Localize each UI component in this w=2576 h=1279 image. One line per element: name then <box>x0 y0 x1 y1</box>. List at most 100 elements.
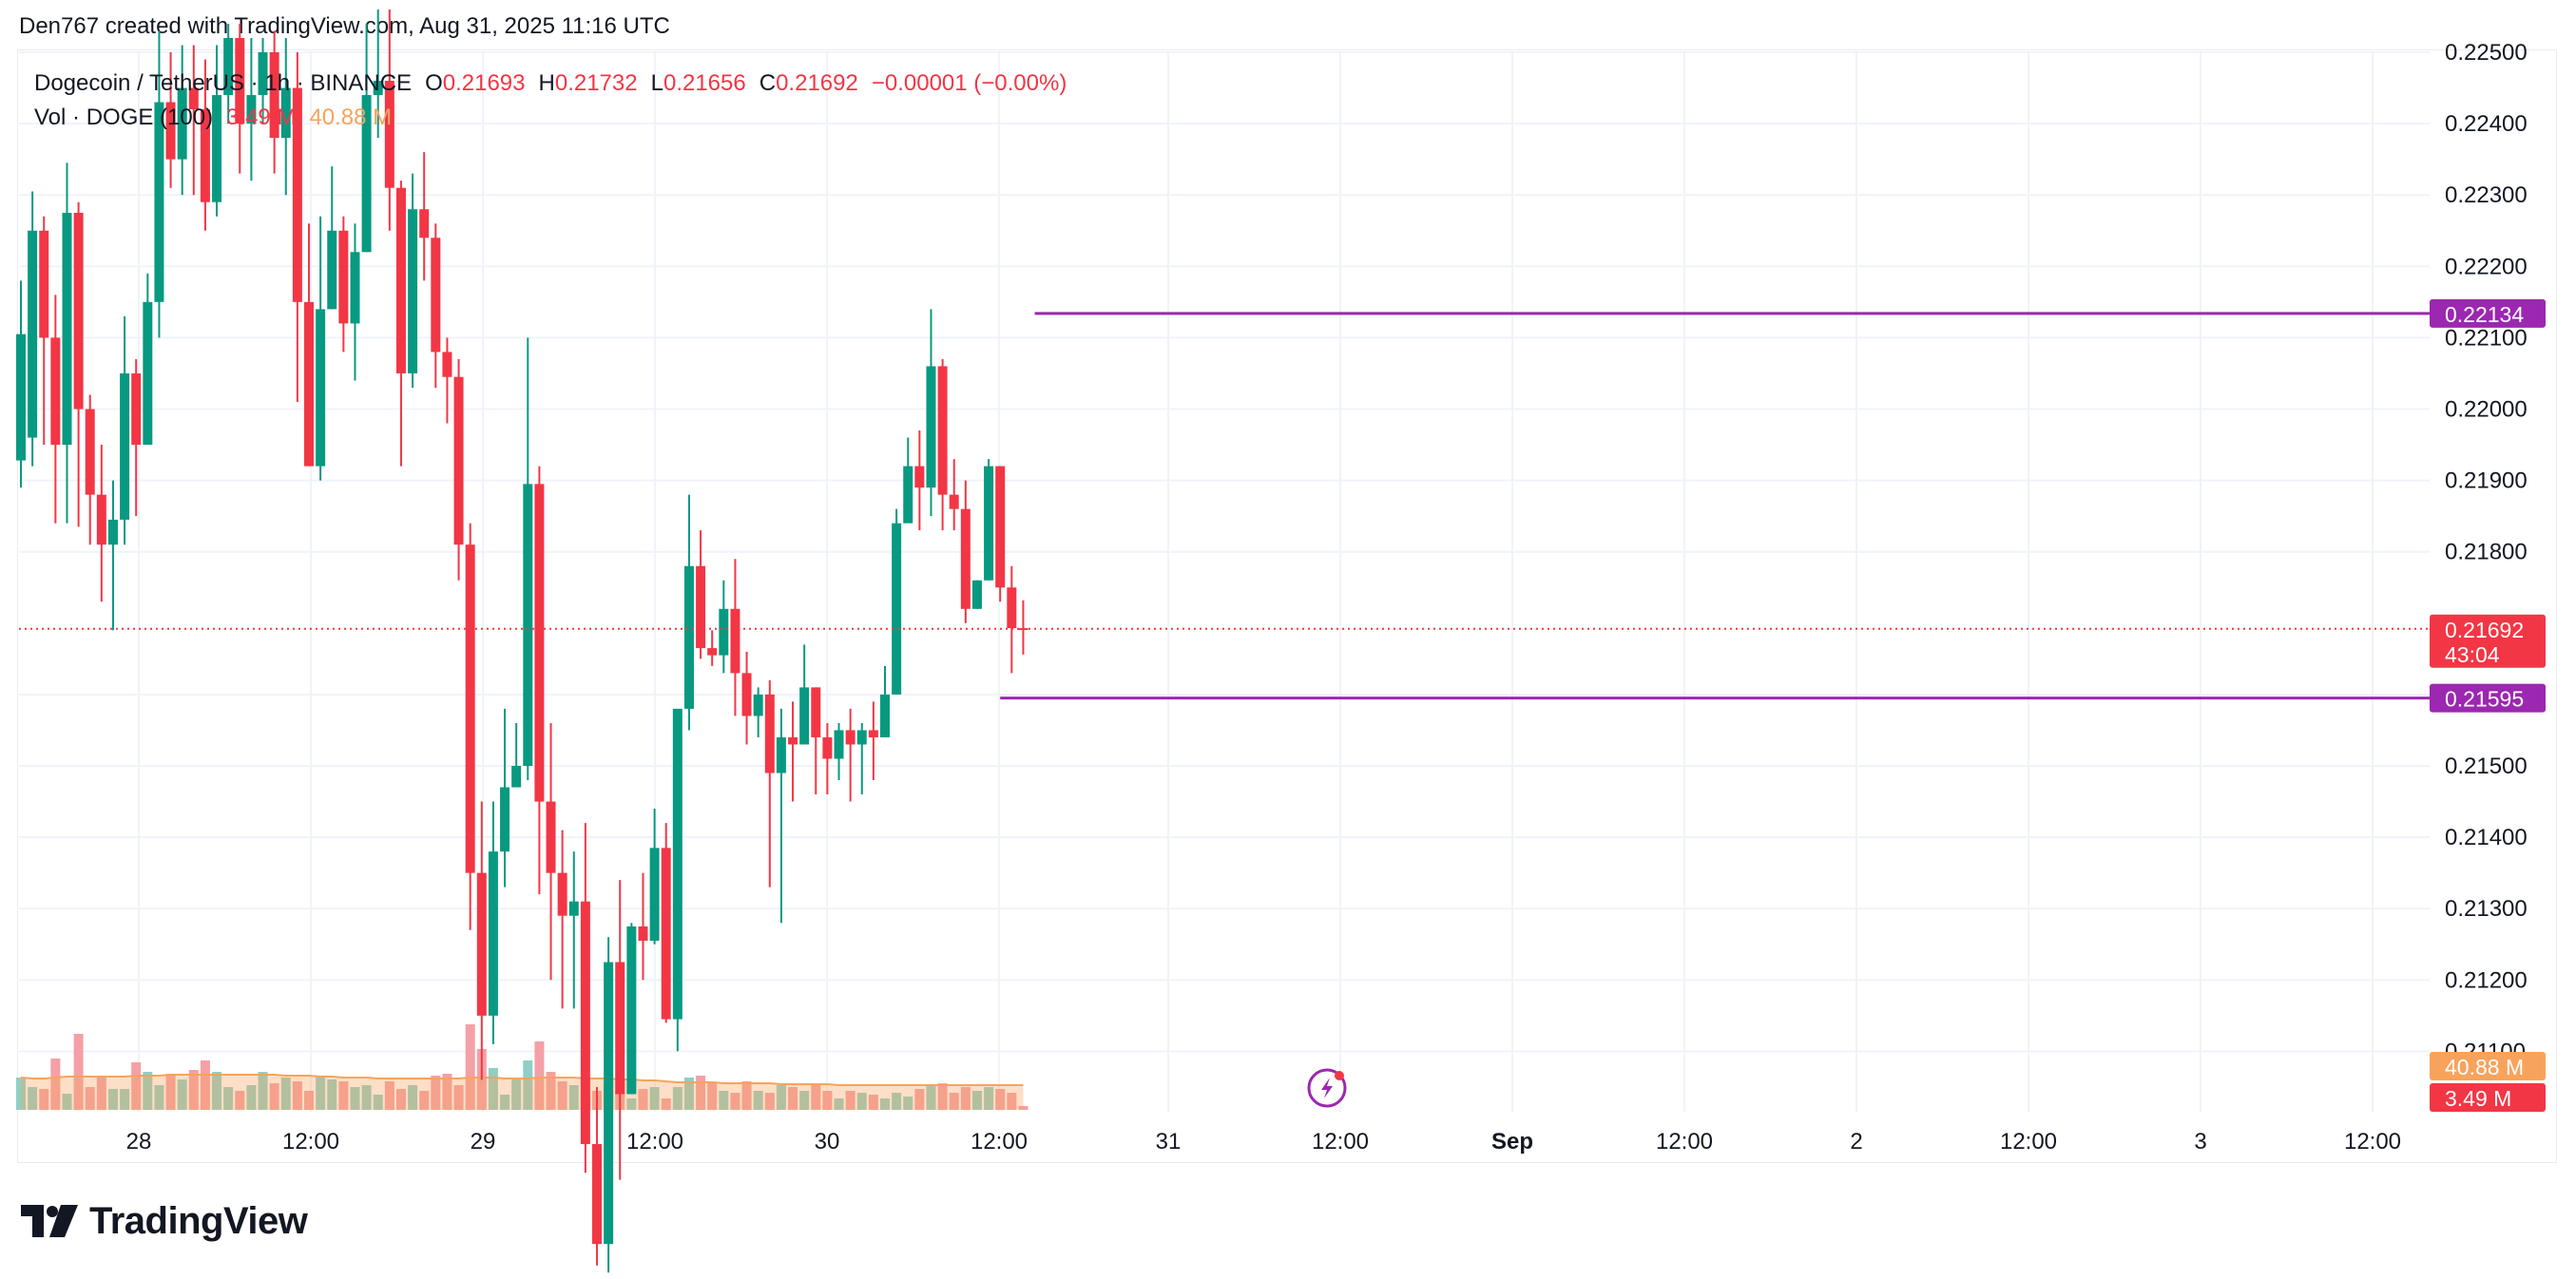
tradingview-logo[interactable]: TradingView <box>21 1199 308 1243</box>
candle-body <box>62 212 72 446</box>
volume-bar <box>131 1062 142 1110</box>
candle-body <box>880 694 890 737</box>
time-tick-label: 12:00 <box>2000 1129 2057 1155</box>
candles <box>16 9 1028 1273</box>
candle-body <box>903 466 913 524</box>
candle-body <box>960 508 971 609</box>
candle-body <box>292 87 302 302</box>
time-tick-label: 12:00 <box>2344 1129 2401 1155</box>
volume-bar <box>39 1089 49 1110</box>
candle-body <box>200 109 210 202</box>
candle-body <box>511 766 522 788</box>
candle-body <box>350 252 360 324</box>
level-price-tag-text: 0.21595 <box>2445 687 2524 712</box>
volume-bar <box>511 1078 522 1110</box>
volume-bar <box>107 1089 118 1110</box>
candle-body <box>719 608 729 656</box>
time-tick-label: 12:00 <box>282 1129 339 1155</box>
volume-bar <box>442 1074 452 1110</box>
candle-body <box>937 366 948 495</box>
candle-body <box>73 212 84 410</box>
volume-bar <box>373 1095 383 1110</box>
price-tick-label: 0.22100 <box>2445 325 2528 351</box>
volume-bar <box>799 1091 810 1110</box>
volume-bar <box>880 1098 890 1110</box>
volume-ma-line <box>20 1074 1024 1086</box>
volume-bar <box>892 1093 902 1110</box>
candle-body <box>476 872 487 1016</box>
volume-bar <box>984 1087 994 1110</box>
volume-ma-tag-bg <box>2430 1052 2546 1080</box>
volume-bar <box>926 1085 936 1110</box>
volume-bar <box>304 1091 314 1110</box>
chart-legend: Dogecoin / TetherUS · 1h · BINANCE O0.216… <box>34 67 1067 135</box>
volume-bar <box>408 1085 418 1110</box>
tradingview-logo-icon <box>21 1205 78 1237</box>
candle-body <box>868 730 878 737</box>
volume-ma-value: 40.88 M <box>309 105 393 130</box>
volume-bar <box>971 1091 982 1110</box>
candle-body <box>96 494 106 545</box>
high-value: 0.21732 <box>554 70 638 96</box>
volume-bar <box>730 1093 740 1110</box>
volume-bar <box>534 1041 545 1110</box>
candle-body <box>856 730 867 745</box>
volume-bar <box>85 1087 95 1110</box>
candle-body <box>408 209 418 373</box>
candle-body <box>672 708 682 1020</box>
volume-label[interactable]: Vol · DOGE (100) <box>34 105 214 130</box>
candle-body <box>304 301 314 467</box>
price-tick-label: 0.21400 <box>2445 825 2528 850</box>
candle-body <box>269 52 279 139</box>
candle-body <box>615 962 625 1095</box>
volume-bar <box>258 1072 268 1110</box>
time-tick-label: 12:00 <box>626 1129 683 1155</box>
volume-bar <box>419 1091 430 1110</box>
candle-body <box>971 580 982 609</box>
candle-body <box>39 230 49 338</box>
volume-bar <box>568 1085 579 1110</box>
candle-body <box>280 87 291 139</box>
volume-bar <box>683 1078 694 1110</box>
candle-body <box>580 901 590 1145</box>
last-price-tag-text: 0.21692 <box>2445 618 2524 642</box>
candle-body <box>661 848 671 1020</box>
candle-body <box>707 648 718 656</box>
candle-body <box>995 466 1006 588</box>
candle-body <box>776 736 786 773</box>
candle-body <box>131 372 142 446</box>
volume-bar <box>776 1085 786 1110</box>
volume-bar <box>465 1024 475 1110</box>
volume-bar <box>845 1091 855 1110</box>
candle-body <box>730 608 740 674</box>
candle-body <box>1007 587 1017 629</box>
candle-body <box>246 95 257 124</box>
candle-body <box>892 523 902 695</box>
candle-body <box>546 801 556 873</box>
volume-bar <box>488 1068 498 1110</box>
level-price-tag-text: 0.22134 <box>2445 302 2524 327</box>
volume-bar <box>788 1087 798 1110</box>
candle-body <box>384 81 394 188</box>
volume-bar <box>431 1076 441 1110</box>
volume-bar <box>937 1083 948 1110</box>
candle-body <box>926 366 936 488</box>
volume-bar <box>120 1089 130 1110</box>
lightning-icon[interactable] <box>1307 1068 1347 1108</box>
candle-body <box>442 352 452 377</box>
candle-body <box>16 334 26 461</box>
volume-bar <box>200 1060 210 1110</box>
candle-body <box>223 37 234 96</box>
volume-bar <box>16 1078 26 1110</box>
volume-bar <box>914 1089 925 1110</box>
candle-body <box>534 484 545 802</box>
price-tick-label: 0.22200 <box>2445 254 2528 279</box>
time-tick-label: Sep <box>1491 1129 1533 1155</box>
symbol-label[interactable]: Dogecoin / TetherUS · 1h · BINANCE <box>34 70 413 96</box>
candle-body <box>361 95 372 253</box>
volume-bar <box>453 1085 464 1110</box>
volume-bar <box>834 1098 844 1110</box>
volume-bar <box>546 1072 556 1110</box>
volume-last-tag-bg <box>2430 1083 2546 1112</box>
